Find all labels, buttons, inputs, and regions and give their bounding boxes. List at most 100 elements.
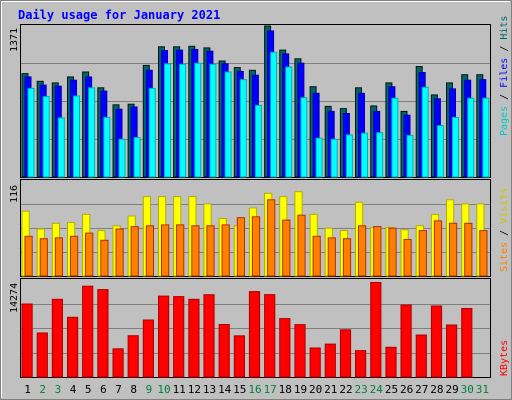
bar-kbytes-day-5 <box>82 285 94 378</box>
bar-pages-day-19 <box>300 97 308 178</box>
bar-sites-day-18 <box>282 219 291 277</box>
bar-kbytes-day-30 <box>461 308 473 378</box>
x-tick-label-20: 20 <box>309 383 322 396</box>
legend-visits: Visits <box>499 188 510 224</box>
x-tick-label-12: 12 <box>188 383 201 396</box>
bar-sites-day-10 <box>161 224 170 277</box>
x-tick-label-28: 28 <box>430 383 443 396</box>
bar-pages-day-16 <box>254 104 262 178</box>
bar-sites-day-13 <box>206 225 215 277</box>
bar-pages-day-13 <box>209 63 217 178</box>
bar-kbytes-day-15 <box>233 335 246 378</box>
bar-sites-day-29 <box>449 222 458 277</box>
bar-kbytes-day-11 <box>173 296 185 378</box>
bar-sites-day-20 <box>312 235 321 277</box>
legend-sep-3: / <box>499 224 510 236</box>
x-tick-label-21: 21 <box>324 383 337 396</box>
bar-pages-day-31 <box>482 97 490 178</box>
bar-sites-day-5 <box>85 232 94 277</box>
bar-kbytes-day-26 <box>400 304 412 378</box>
bar-pages-day-7 <box>118 138 126 178</box>
legend-sites: Sites <box>499 242 510 272</box>
bars-layer <box>21 25 490 378</box>
bar-kbytes-day-21 <box>324 343 336 378</box>
bar-pages-day-3 <box>57 117 65 178</box>
x-tick-label-24: 24 <box>370 383 384 396</box>
bar-pages-day-27 <box>421 86 429 178</box>
bar-pages-day-12 <box>194 62 202 178</box>
bar-kbytes-day-8 <box>127 335 139 378</box>
x-tick-label-1: 1 <box>24 383 31 396</box>
bar-kbytes-day-13 <box>203 294 215 378</box>
bar-kbytes-day-14 <box>218 324 230 378</box>
bar-pages-day-11 <box>179 63 187 178</box>
bar-sites-day-3 <box>54 237 63 277</box>
bar-kbytes-day-4 <box>67 316 79 378</box>
x-tick-label-23: 23 <box>354 383 367 396</box>
bar-sites-day-14 <box>221 224 230 277</box>
bar-pages-day-8 <box>133 137 141 178</box>
bar-pages-day-21 <box>330 138 338 178</box>
x-axis-labels: 1 2 3 4 5 6 7 8 9 10 11 12 13 14 15 16 17 18 19 20 21 22 23 24 2… <box>24 383 489 396</box>
x-tick-label-5: 5 <box>85 383 92 396</box>
bar-pages-day-5 <box>88 87 96 178</box>
x-tick-label-8: 8 <box>130 383 137 396</box>
bar-pages-day-10 <box>164 63 171 178</box>
x-tick-label-31: 31 <box>476 383 489 396</box>
legend-kbytes: KBytes <box>499 340 510 376</box>
bar-sites-day-11 <box>176 224 185 277</box>
bar-kbytes-day-20 <box>309 347 321 378</box>
bar-pages-day-4 <box>73 95 80 178</box>
bar-sites-day-12 <box>191 225 200 277</box>
bar-pages-day-18 <box>285 66 293 178</box>
bar-sites-day-15 <box>236 217 246 277</box>
bar-sites-day-22 <box>342 238 352 277</box>
bar-pages-day-28 <box>436 125 444 178</box>
bar-pages-day-6 <box>103 116 111 178</box>
bar-kbytes-day-29 <box>446 324 458 378</box>
bar-pages-day-24 <box>376 132 384 178</box>
bar-sites-day-24 <box>373 226 382 277</box>
x-tick-label-22: 22 <box>339 383 352 396</box>
x-tick-label-15: 15 <box>233 383 246 396</box>
bar-sites-day-27 <box>418 230 427 277</box>
bar-kbytes-day-27 <box>415 334 427 378</box>
bar-sites-day-6 <box>100 239 109 277</box>
x-tick-label-11: 11 <box>173 383 186 396</box>
bar-kbytes-day-12 <box>188 298 200 378</box>
bar-sites-day-17 <box>267 199 276 277</box>
bar-sites-day-2 <box>39 238 48 277</box>
bar-kbytes-day-9 <box>142 319 155 378</box>
bar-pages-day-17 <box>270 51 278 178</box>
top-legend: Pages / Files / Hits <box>499 16 510 136</box>
bottom-legend: KBytes <box>499 340 510 376</box>
bar-sites-day-16 <box>251 216 261 277</box>
legend-pages: Pages <box>499 106 510 136</box>
middle-max-label: 116 <box>9 185 20 203</box>
x-tick-label-17: 17 <box>264 383 277 396</box>
bar-sites-day-23 <box>358 225 367 277</box>
middle-legend: Sites / Visits <box>499 188 510 272</box>
bar-sites-day-1 <box>24 235 33 277</box>
bar-kbytes-day-24 <box>370 282 382 378</box>
bar-sites-day-25 <box>388 227 397 277</box>
bar-sites-day-21 <box>327 237 336 277</box>
bar-sites-day-31 <box>479 230 488 277</box>
bar-kbytes-day-10 <box>158 295 170 378</box>
x-tick-label-16: 16 <box>248 383 261 396</box>
x-tick-label-14: 14 <box>218 383 232 396</box>
bar-kbytes-day-23 <box>355 350 367 378</box>
bar-kbytes-day-1 <box>21 303 33 378</box>
bar-sites-day-4 <box>70 235 79 277</box>
x-tick-label-30: 30 <box>461 383 474 396</box>
legend-hits: Hits <box>499 16 510 40</box>
bar-kbytes-day-6 <box>97 289 109 378</box>
x-tick-label-6: 6 <box>100 383 107 396</box>
bar-sites-day-26 <box>403 239 412 277</box>
bottom-max-label: 14274 <box>9 283 20 313</box>
bar-kbytes-day-16 <box>248 291 261 378</box>
bar-pages-day-15 <box>239 79 247 178</box>
x-tick-label-19: 19 <box>294 383 307 396</box>
x-tick-label-13: 13 <box>203 383 216 396</box>
